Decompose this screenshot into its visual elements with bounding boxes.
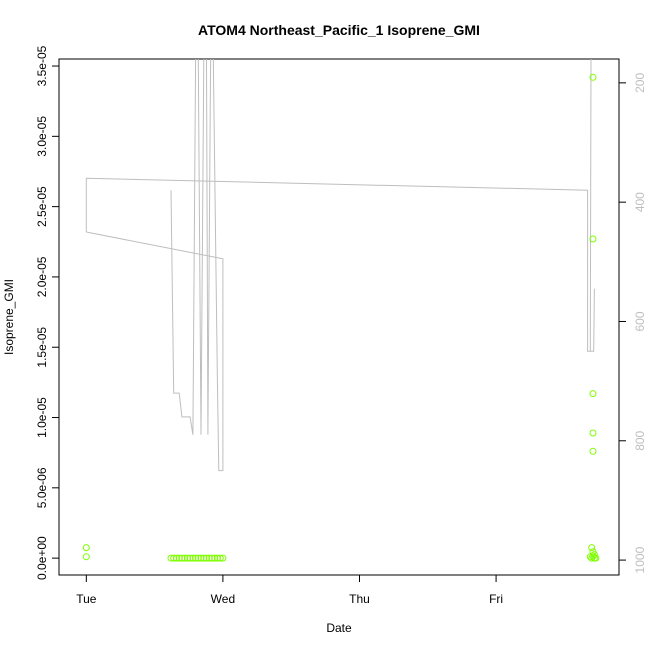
data-point	[173, 554, 180, 562]
x-axis-label: Date	[326, 621, 352, 635]
x-tick-label: Fri	[489, 592, 503, 606]
altitude-line-segment	[590, 288, 595, 352]
x-axis: Tue Wed Thu Fri	[76, 574, 503, 606]
y-tick-label: 1.5e-05	[35, 327, 49, 368]
y-tick-label: 5.0e-06	[35, 467, 49, 508]
altitude-line-segment	[170, 59, 197, 435]
data-point	[181, 554, 189, 562]
data-point	[219, 554, 227, 562]
data-point	[589, 552, 597, 560]
y2-tick-label: 400	[633, 192, 647, 212]
data-point	[216, 554, 224, 562]
data-point	[189, 554, 197, 562]
y-tick-label: 2.5e-05	[35, 186, 49, 227]
y-axis-label: Isoprene_GMI	[2, 279, 16, 355]
x-tick-label: Tue	[76, 592, 97, 606]
altitude-line-segment	[206, 59, 212, 435]
y2-tick-label: 600	[633, 311, 647, 331]
y-tick-label: 3.5e-05	[35, 45, 49, 86]
data-point	[82, 544, 90, 552]
y2-axis: 200 400 600 800 1000	[618, 73, 647, 573]
data-point	[589, 390, 597, 398]
y-tick-label: 1.0e-05	[35, 397, 49, 438]
data-point	[588, 544, 596, 552]
isoprene-points-series	[82, 73, 600, 562]
y-tick-label: 3.0e-05	[35, 116, 49, 157]
altitude-line-segment	[197, 59, 205, 435]
chart-title: ATOM4 Northeast_Pacific_1 Isoprene_GMI	[198, 22, 480, 38]
data-point	[589, 429, 597, 437]
data-point	[82, 553, 90, 561]
data-point	[200, 554, 208, 562]
x-tick-label: Thu	[349, 592, 370, 606]
data-point	[192, 554, 200, 562]
y-tick-label: 0.0e+00	[35, 536, 49, 580]
data-point	[589, 73, 597, 81]
data-point	[589, 235, 597, 243]
data-point	[589, 447, 597, 455]
y2-tick-label: 200	[633, 73, 647, 93]
x-tick-label: Wed	[211, 592, 235, 606]
altitude-line-segment	[85, 59, 592, 352]
data-point	[208, 554, 216, 562]
y-axis: 0.0e+00 5.0e-06 1.0e-05 1.5e-05 2.0e-05 2.5e-…	[35, 45, 60, 580]
altitude-line-series	[85, 59, 595, 472]
y-tick-label: 2.0e-05	[35, 256, 49, 297]
y2-tick-label: 1000	[633, 546, 647, 573]
altitude-line-segment	[212, 59, 218, 382]
altitude-line-segment	[86, 231, 224, 472]
plot-frame	[58, 58, 620, 576]
y2-tick-label: 800	[633, 430, 647, 450]
